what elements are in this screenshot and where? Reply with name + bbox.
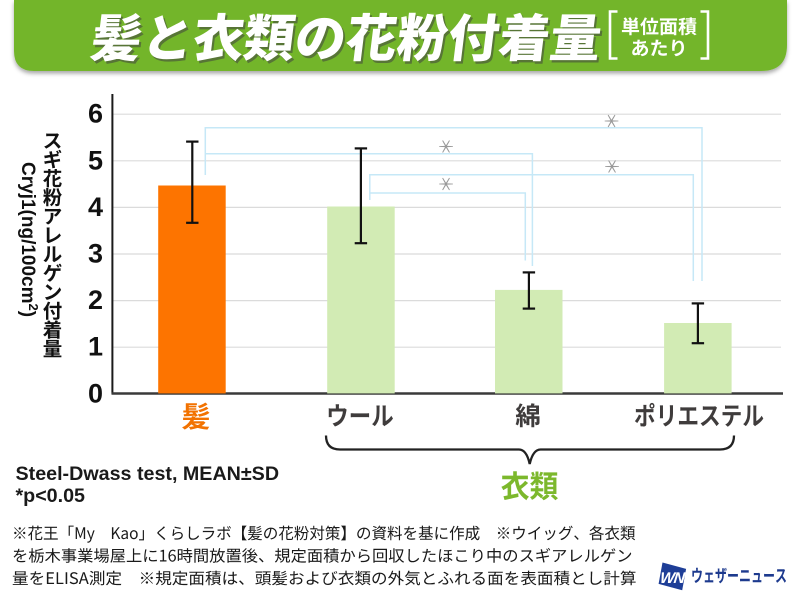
- svg-text:6: 6: [88, 99, 103, 129]
- svg-text:WN: WN: [659, 570, 686, 587]
- svg-text:1: 1: [88, 332, 103, 362]
- svg-text:2: 2: [88, 285, 103, 315]
- svg-text:*p<0.05: *p<0.05: [16, 485, 86, 507]
- svg-text:4: 4: [88, 192, 103, 222]
- svg-text:5: 5: [88, 145, 103, 175]
- svg-text:3: 3: [88, 239, 103, 269]
- svg-text:Steel-Dwass test, MEAN±SD: Steel-Dwass test, MEAN±SD: [16, 463, 280, 485]
- svg-text:0: 0: [88, 378, 103, 408]
- svg-text:Cryj1(ng/100cm2): Cryj1(ng/100cm2): [17, 162, 42, 317]
